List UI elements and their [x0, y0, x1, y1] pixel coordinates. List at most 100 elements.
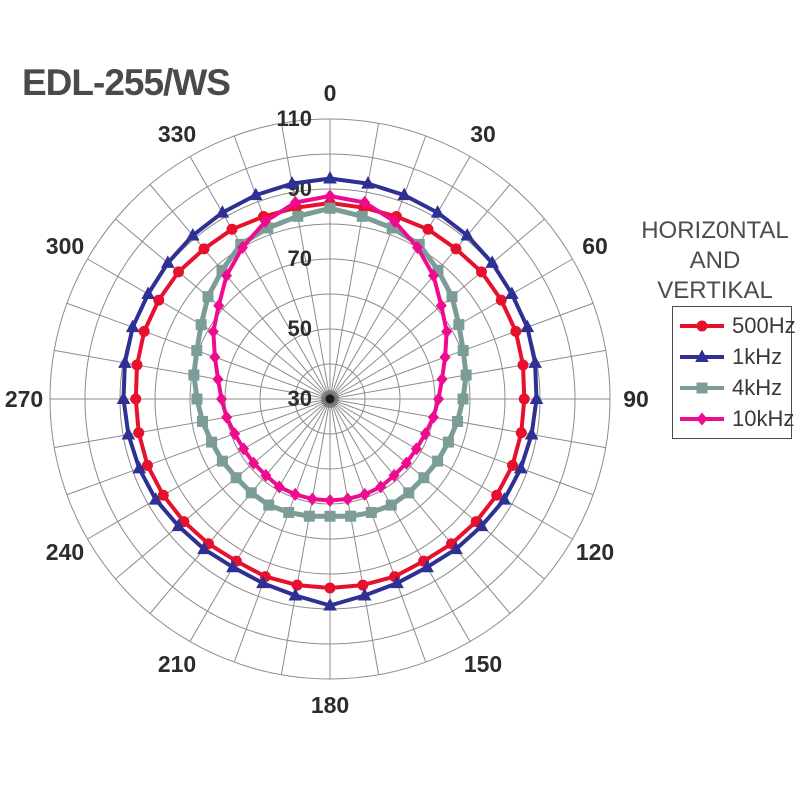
series-1khz-point — [132, 460, 147, 474]
series-4khz-point — [453, 319, 465, 331]
radial-tick-label-70: 70 — [288, 246, 312, 271]
series-4khz-point — [303, 510, 315, 522]
series-4khz-point — [263, 499, 275, 511]
legend-marker-triangle — [695, 349, 709, 363]
legend-marker-triangle-icon — [680, 349, 724, 363]
series-10khz-point — [248, 456, 260, 470]
series-10khz-point — [209, 350, 221, 364]
series-10khz-point — [221, 410, 233, 424]
series-10khz-point — [359, 487, 371, 501]
radial-tick-label-30: 30 — [288, 386, 312, 411]
series-10khz — [207, 189, 453, 507]
series-500hz-point — [475, 266, 487, 278]
legend-item-1khz: 1kHz — [679, 344, 791, 370]
series-4khz-point — [442, 436, 454, 448]
series-1khz-point — [485, 255, 500, 268]
series-4khz-point — [292, 210, 304, 222]
series-10khz-point — [359, 196, 371, 210]
legend-marker-circle-icon — [680, 320, 724, 332]
legend-label-1khz: 1kHz — [732, 344, 783, 370]
legend-marker-diamond — [696, 412, 708, 426]
series-500hz-point — [141, 459, 153, 471]
series-4khz-point — [418, 472, 430, 484]
series-1khz-point — [497, 492, 512, 505]
grid-ring — [84, 153, 576, 645]
angle-tick-label-120: 120 — [576, 539, 614, 565]
series-500hz-point — [153, 294, 165, 306]
series-500hz-point — [157, 489, 169, 501]
series-10khz-point — [441, 325, 453, 339]
series-500hz-point — [450, 243, 462, 255]
series-4khz-point — [188, 369, 200, 381]
series-1khz-point — [323, 171, 337, 184]
radial-tick-label-110: 110 — [277, 106, 313, 131]
series-1khz-point — [460, 227, 475, 241]
series-4khz-point — [195, 319, 207, 331]
angle-tick-label-300: 300 — [46, 233, 84, 259]
series-1khz-point — [528, 355, 542, 368]
series-1khz-point — [171, 518, 186, 532]
series-1khz-point — [361, 176, 375, 189]
series-4khz-point — [432, 264, 444, 276]
series-10khz-point — [238, 442, 250, 456]
series-4khz-point — [191, 345, 203, 357]
series-1khz-point — [125, 319, 140, 333]
series-10khz-point — [324, 494, 336, 507]
series-500hz-point — [324, 582, 336, 594]
series-10khz-point — [436, 372, 448, 386]
grid-ring — [154, 223, 506, 575]
legend-heading-line-1: HORIZ0NTAL — [641, 217, 789, 244]
series-10khz-point — [427, 410, 439, 424]
series-4khz-point — [452, 415, 464, 427]
angle-tick-label-240: 240 — [46, 539, 84, 565]
series-4khz-point — [245, 487, 257, 499]
series-10khz-point — [259, 214, 271, 228]
series-1khz-point — [285, 176, 299, 189]
series-500hz-point — [133, 427, 145, 439]
series-10khz-point — [213, 299, 225, 313]
angle-tick-label-30: 30 — [470, 121, 496, 147]
angle-axis-labels: 0 30 60 90 120 150 180 210 240 270 300 330 — [5, 80, 649, 718]
series-1khz-point — [160, 255, 175, 268]
series-1khz-point — [256, 575, 270, 589]
series-4khz-point — [196, 415, 208, 427]
legend-marker-diamond-icon — [680, 412, 724, 426]
series-1khz-point — [121, 427, 136, 440]
grid-ring — [294, 363, 366, 435]
series-4khz-point — [216, 264, 228, 276]
series-10khz-point — [216, 392, 227, 406]
series-1khz-point — [323, 598, 337, 611]
series-4khz-point — [385, 499, 397, 511]
series-1khz-point — [524, 427, 539, 440]
series-500hz-point — [130, 393, 142, 405]
series-1khz-point — [185, 227, 200, 241]
series-1khz-point — [141, 286, 155, 299]
series-500hz-point — [491, 489, 503, 501]
angle-tick-label-60: 60 — [582, 233, 608, 259]
legend-item-500hz: 500Hz — [679, 313, 796, 339]
series-4khz-point — [345, 510, 357, 522]
series-4khz-point — [446, 291, 458, 303]
series-10khz-point — [435, 299, 447, 313]
series-1khz-point — [357, 587, 372, 601]
series-4khz-point — [191, 393, 203, 405]
series-1khz-point — [148, 492, 163, 505]
series-10khz-point — [389, 214, 401, 228]
grid-ring — [189, 258, 471, 540]
legend-label-500hz: 500Hz — [732, 313, 796, 339]
series-1khz-point — [449, 541, 463, 555]
series-1khz-point — [529, 391, 544, 404]
series-4khz-point — [457, 393, 469, 405]
series-1khz-point — [520, 319, 535, 333]
series-4khz-point — [356, 210, 368, 222]
center-hub-dot — [325, 394, 335, 404]
legend: 500Hz 1kHz 4kHz 10kHz — [672, 306, 796, 439]
angle-tick-label-150: 150 — [464, 651, 502, 677]
legend-label-10khz: 10kHz — [732, 405, 795, 431]
series-10khz-point — [306, 492, 318, 506]
series-10khz-point — [237, 240, 248, 254]
legend-marker-square-icon — [680, 382, 724, 394]
